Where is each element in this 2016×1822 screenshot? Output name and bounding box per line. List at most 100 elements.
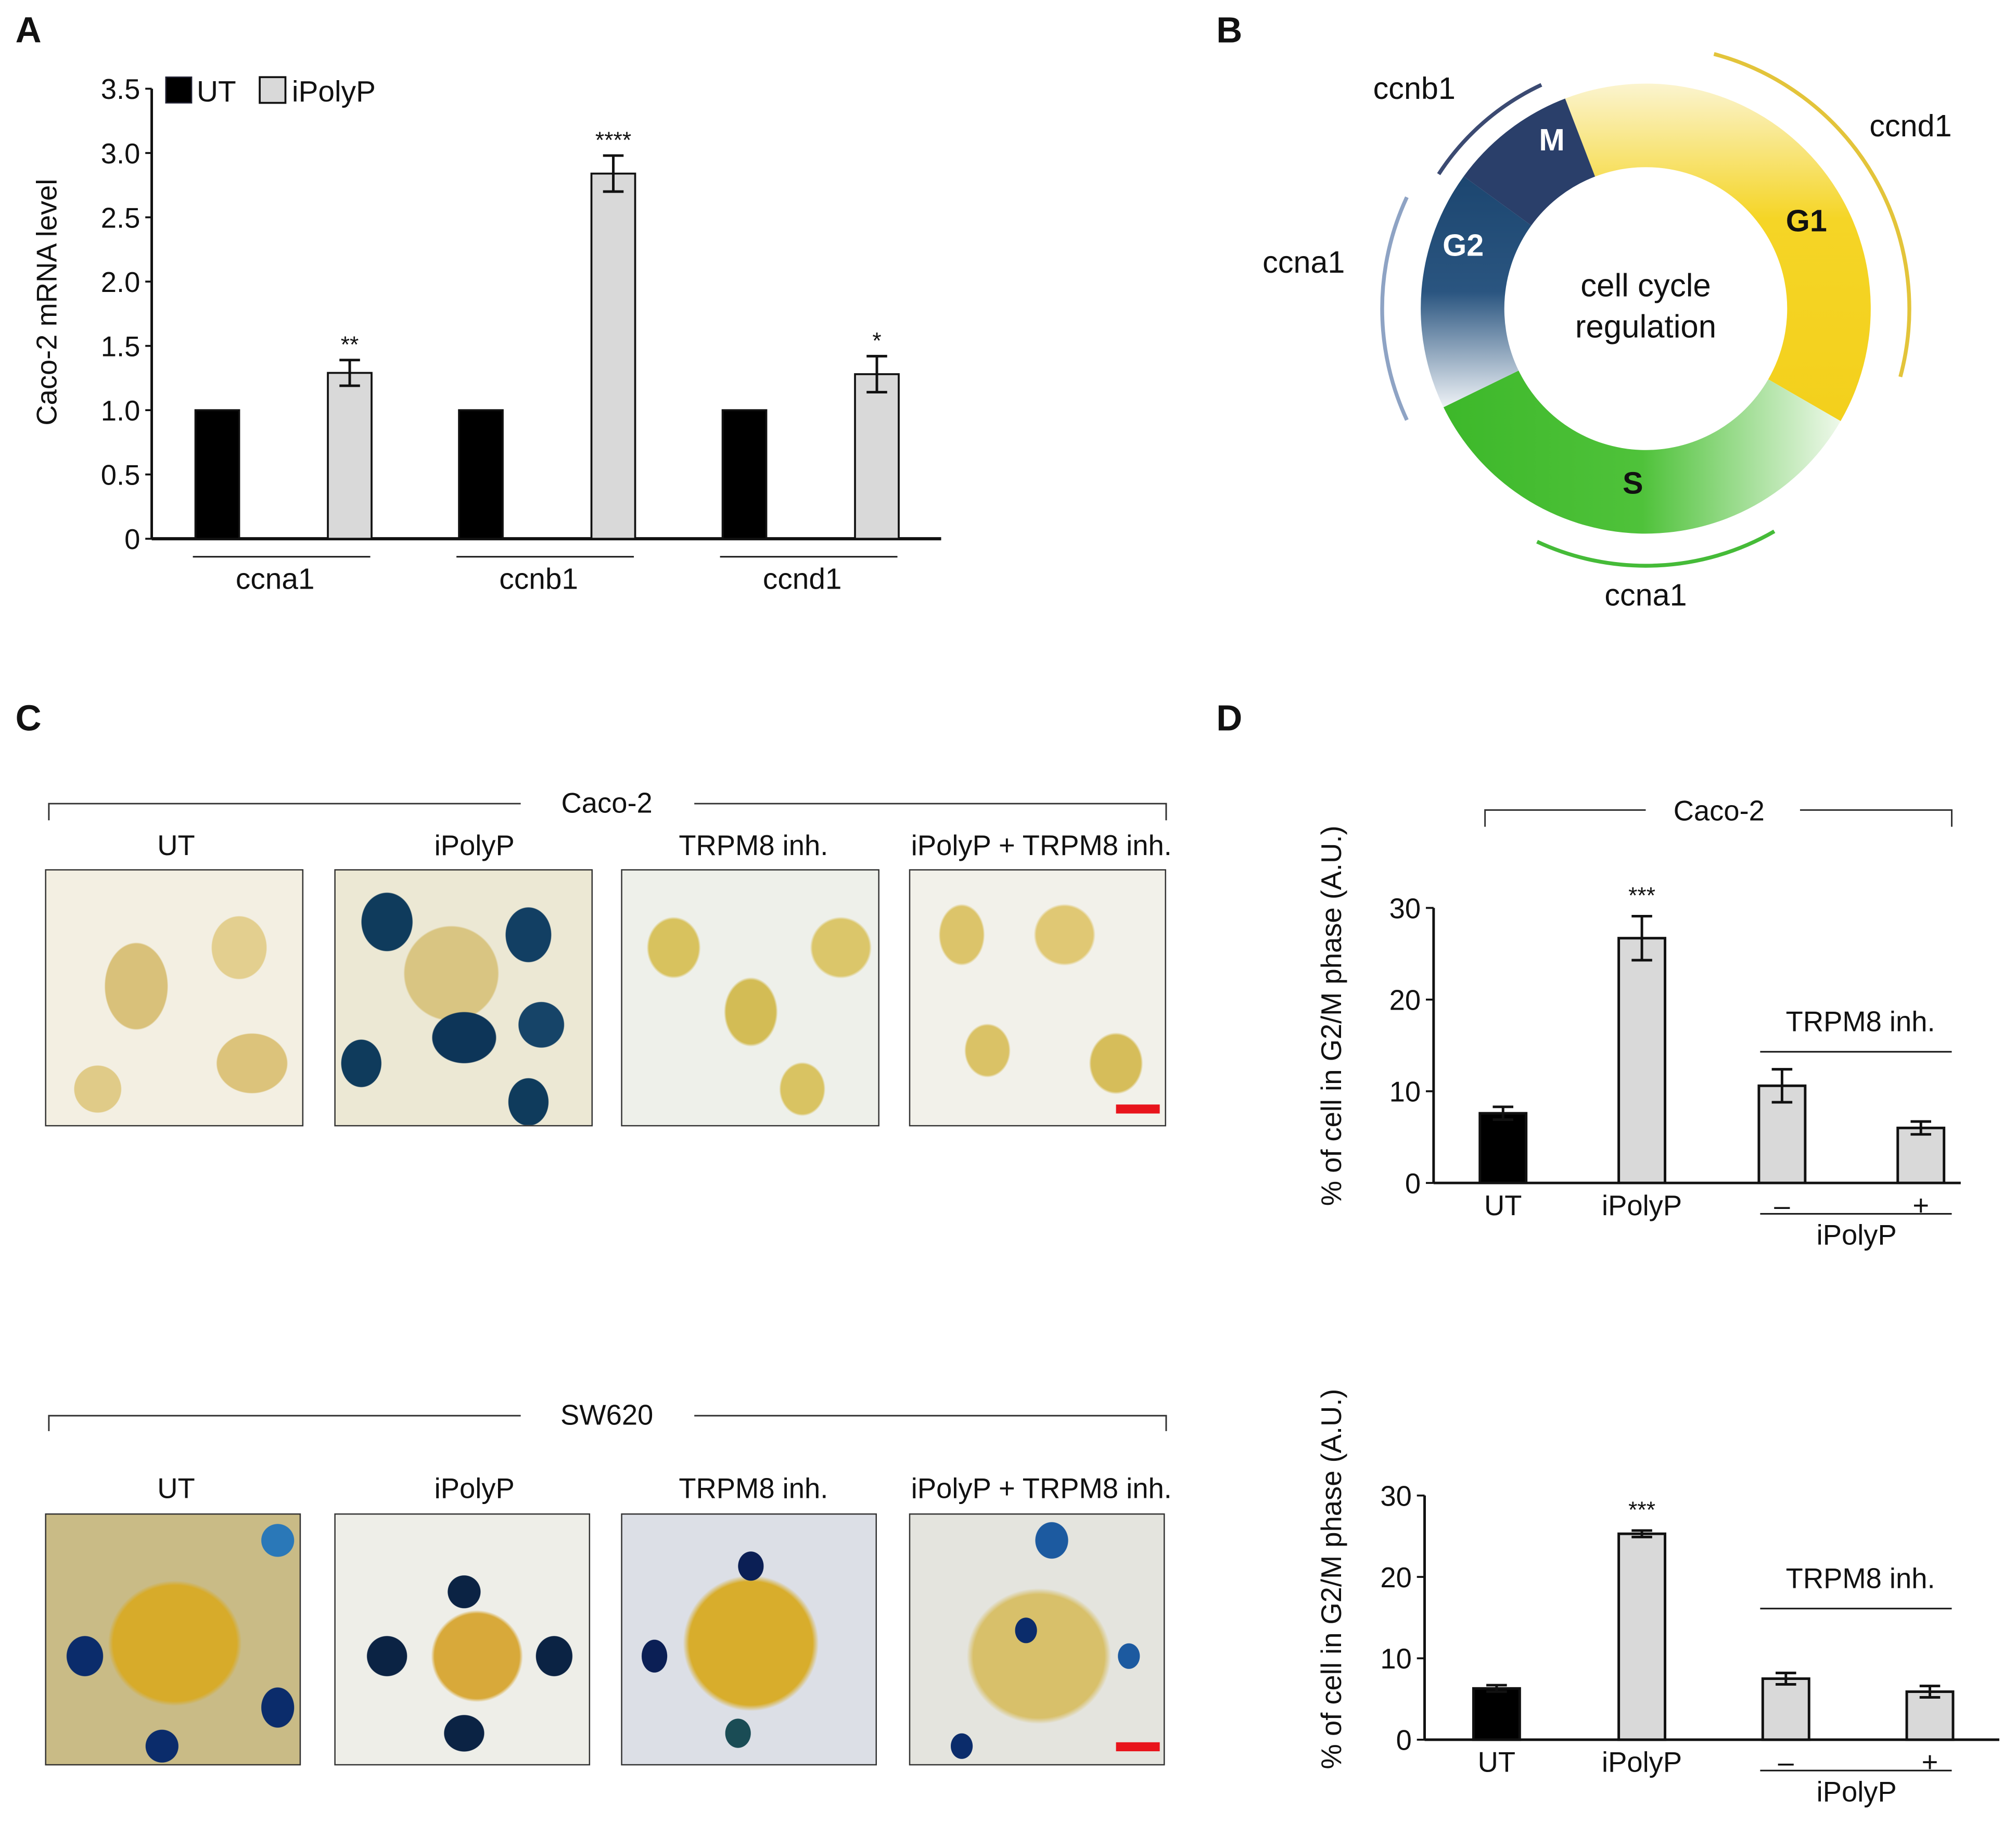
scale-bar <box>1116 1742 1160 1752</box>
caco2-combo-image <box>909 869 1166 1127</box>
category-label: ccna1 <box>236 563 315 596</box>
bar-ipolyp-ccnb1 <box>590 172 636 540</box>
panel-label-a: A <box>15 10 42 50</box>
caco2-col-ipolyp: iPolyP <box>434 829 515 862</box>
y-tick-label: 20 <box>1389 984 1421 1016</box>
bar-0 <box>1472 1687 1521 1741</box>
legend-label-ipolyp: iPolyP <box>292 75 376 108</box>
significance-label: *** <box>1628 1497 1655 1523</box>
y-tick-label: 1.5 <box>101 330 141 362</box>
segment-s <box>1443 371 1841 534</box>
phase-g2: G2 <box>1443 228 1484 264</box>
y-tick-label: 10 <box>1380 1643 1411 1675</box>
category-label: + <box>1912 1190 1929 1221</box>
significance-label: * <box>872 328 881 354</box>
y-tick-label: 3.0 <box>101 138 141 170</box>
segment-g1 <box>1565 83 1871 422</box>
sw620-trpm8-image <box>621 1513 877 1766</box>
bar-1 <box>1617 1532 1667 1741</box>
cycle-center-line2: regulation <box>1575 309 1717 346</box>
scale-bar <box>1116 1104 1160 1114</box>
bar-0 <box>1478 1112 1528 1184</box>
phase-g1: G1 <box>1785 204 1827 239</box>
y-tick-label: 10 <box>1389 1076 1421 1108</box>
caco2-col-combo: iPolyP + TRPM8 inh. <box>911 829 1172 862</box>
segment-m <box>1463 98 1596 226</box>
arc-ccnb1 <box>1437 83 1542 175</box>
y-tick-label: 30 <box>1380 1480 1411 1512</box>
caco2-ut-image <box>45 869 304 1127</box>
phase-m: M <box>1539 123 1565 158</box>
ipolyp-group-label: iPolyP <box>1817 1776 1897 1807</box>
panel-label-d: D <box>1216 698 1243 738</box>
legend-swatch-ipolyp <box>259 76 287 104</box>
sw620-combo-image <box>909 1513 1165 1766</box>
legend-label-ut: UT <box>197 75 236 108</box>
category-label: + <box>1922 1747 1938 1778</box>
sw620-bracket <box>48 1415 1167 1431</box>
panel-label-c: C <box>15 698 42 738</box>
bar-ut-ccnd1 <box>721 409 768 540</box>
sw620-ipolyp-image <box>334 1513 591 1766</box>
y-axis-label: % of cell in G2/M phase (A.U.) <box>1316 1389 1347 1769</box>
y-axis-label: Caco-2 mRNA level <box>31 179 63 426</box>
y-tick-label: 0 <box>1396 1725 1412 1756</box>
y-tick-label: 2.0 <box>101 266 141 298</box>
sw620-col-trpm8: TRPM8 inh. <box>679 1472 828 1505</box>
sw620-col-ut: UT <box>157 1472 195 1505</box>
y-tick-label: 2.5 <box>101 202 141 234</box>
sw620-col-ipolyp: iPolyP <box>434 1472 515 1505</box>
segment-g2 <box>1421 176 1532 407</box>
significance-label: *** <box>1628 883 1655 909</box>
phase-s: S <box>1623 466 1643 502</box>
bar-ut-ccna1 <box>194 409 240 540</box>
caco2-title: Caco-2 <box>561 787 653 819</box>
bar-3 <box>1905 1690 1955 1741</box>
category-label: ccnb1 <box>499 563 578 596</box>
trpm8-group-label: TRPM8 inh. <box>1786 1562 1935 1594</box>
caco2-bracket <box>48 802 1167 821</box>
category-label: – <box>1774 1190 1790 1221</box>
bar-3 <box>1896 1126 1946 1184</box>
bar-1 <box>1617 937 1667 1184</box>
gene-ccnd1: ccnd1 <box>1869 109 1952 144</box>
y-tick-label: 0.5 <box>101 459 141 491</box>
caco2-ipolyp-image <box>334 869 593 1127</box>
arc-ccna1-left <box>1380 196 1409 421</box>
bar-ipolyp-ccna1 <box>327 372 373 540</box>
gene-ccna1-bottom: ccna1 <box>1604 578 1687 614</box>
caco2-col-ut: UT <box>157 829 195 862</box>
category-label: – <box>1778 1747 1794 1778</box>
significance-label: ** <box>341 332 359 358</box>
category-label: ccnd1 <box>763 563 842 596</box>
ipolyp-group-label: iPolyP <box>1817 1219 1897 1251</box>
category-label: UT <box>1484 1190 1522 1221</box>
bar-2 <box>1761 1677 1810 1741</box>
y-tick-label: 0 <box>1405 1168 1421 1200</box>
gene-ccnb1: ccnb1 <box>1373 72 1456 107</box>
caco2-col-trpm8: TRPM8 inh. <box>679 829 828 862</box>
sw620-title: SW620 <box>560 1399 654 1431</box>
trpm8-group-label: TRPM8 inh. <box>1786 1006 1935 1038</box>
y-tick-label: 1.0 <box>101 395 141 427</box>
y-tick-label: 20 <box>1380 1562 1411 1594</box>
chart-title: Caco-2 <box>1674 795 1765 826</box>
bar-ut-ccnb1 <box>458 409 504 540</box>
caco2-trpm8-image <box>621 869 879 1127</box>
arc-ccna1-bottom <box>1536 529 1776 568</box>
y-tick-label: 3.5 <box>101 73 141 105</box>
gene-ccna1-left: ccna1 <box>1262 245 1345 281</box>
panel-label-b: B <box>1216 10 1243 50</box>
y-tick-label: 0 <box>124 524 140 555</box>
y-axis-label: % of cell in G2/M phase (A.U.) <box>1316 825 1347 1206</box>
caco2-bracket <box>1484 809 1953 827</box>
cycle-center-line1: cell cycle <box>1580 268 1711 304</box>
legend-swatch-ut <box>165 77 193 104</box>
arc-ccnd1 <box>1713 52 1911 378</box>
sw620-ut-image <box>45 1513 301 1766</box>
y-tick-label: 30 <box>1389 893 1421 924</box>
